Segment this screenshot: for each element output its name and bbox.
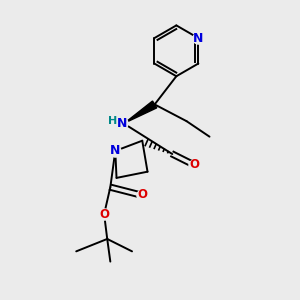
Text: N: N	[117, 116, 127, 130]
Text: N: N	[193, 32, 203, 45]
Text: O: O	[137, 188, 147, 201]
Polygon shape	[124, 101, 157, 123]
Text: O: O	[99, 208, 109, 221]
Text: H: H	[108, 116, 117, 126]
Text: O: O	[189, 158, 199, 171]
Text: N: N	[110, 144, 121, 158]
